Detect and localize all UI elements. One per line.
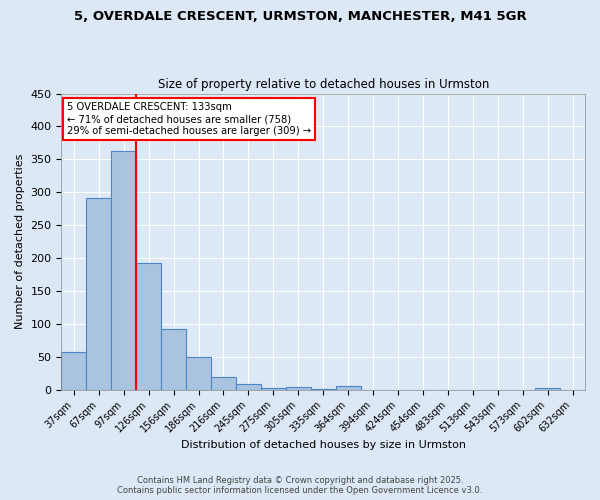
Bar [161, 329, 186, 390]
Y-axis label: Number of detached properties: Number of detached properties [15, 154, 25, 330]
Bar [211, 376, 236, 390]
Bar [111, 152, 136, 390]
Title: Size of property relative to detached houses in Urmston: Size of property relative to detached ho… [158, 78, 489, 91]
Bar [311, 389, 335, 390]
Bar [261, 388, 286, 390]
Bar [286, 387, 311, 390]
Bar [335, 386, 361, 390]
Bar [186, 358, 211, 390]
Bar [535, 388, 560, 390]
Text: 5, OVERDALE CRESCENT, URMSTON, MANCHESTER, M41 5GR: 5, OVERDALE CRESCENT, URMSTON, MANCHESTE… [74, 10, 526, 23]
Bar [236, 384, 261, 390]
Text: 5 OVERDALE CRESCENT: 133sqm
← 71% of detached houses are smaller (758)
29% of se: 5 OVERDALE CRESCENT: 133sqm ← 71% of det… [67, 102, 311, 136]
Bar [86, 198, 111, 390]
Bar [136, 262, 161, 390]
X-axis label: Distribution of detached houses by size in Urmston: Distribution of detached houses by size … [181, 440, 466, 450]
Text: Contains HM Land Registry data © Crown copyright and database right 2025.
Contai: Contains HM Land Registry data © Crown c… [118, 476, 482, 495]
Bar [61, 352, 86, 390]
